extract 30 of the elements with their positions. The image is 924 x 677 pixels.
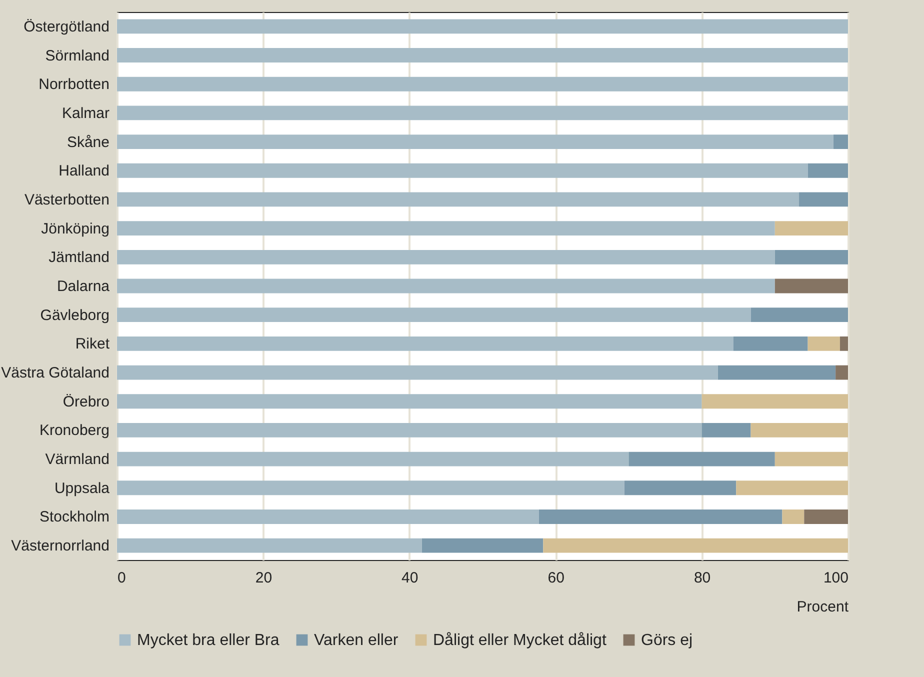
x-tick-label: 100	[823, 570, 848, 586]
y-tick-label: Jämtland	[48, 249, 110, 266]
y-tick-label: Riket	[75, 336, 110, 353]
y-tick-label: Västernorrland	[11, 538, 110, 555]
x-axis-title: Procent	[796, 598, 850, 616]
x-tick-label: 0	[118, 570, 126, 586]
y-tick-label: Gävleborg	[40, 306, 110, 324]
y-tick-label: Dalarna	[56, 278, 110, 295]
x-tick-label: 20	[255, 570, 272, 586]
x-tick-label: 60	[548, 570, 564, 586]
y-tick-label: Jönköping	[41, 220, 110, 238]
y-tick-label: Uppsala	[54, 480, 110, 497]
y-tick-label: Norrbotten	[38, 76, 110, 94]
x-tick-label: 40	[402, 570, 418, 586]
y-tick-label: Örebro	[62, 393, 110, 410]
y-tick-label: Värmland	[45, 451, 110, 468]
x-tick-label: 80	[694, 570, 711, 586]
y-tick-label: Kronoberg	[39, 422, 110, 440]
y-tick-label: Halland	[58, 162, 110, 180]
y-tick-label: Stockholm	[39, 508, 110, 526]
y-tick-label: Skåne	[66, 134, 110, 151]
legend-label: Mycket bra eller Bra	[137, 632, 280, 649]
y-tick-label: Kalmar	[62, 104, 110, 122]
y-tick-label: Västerbotten	[24, 191, 110, 208]
legend-label: Dåligt eller Mycket dåligt	[433, 632, 607, 649]
y-tick-label: Sörmland	[45, 47, 110, 64]
y-tick-label: Västra Götaland	[1, 364, 110, 382]
legend-label: Görs ej	[641, 632, 693, 649]
legend-label: Varken eller	[314, 632, 399, 649]
y-tick-label: Östergötland	[24, 18, 110, 36]
